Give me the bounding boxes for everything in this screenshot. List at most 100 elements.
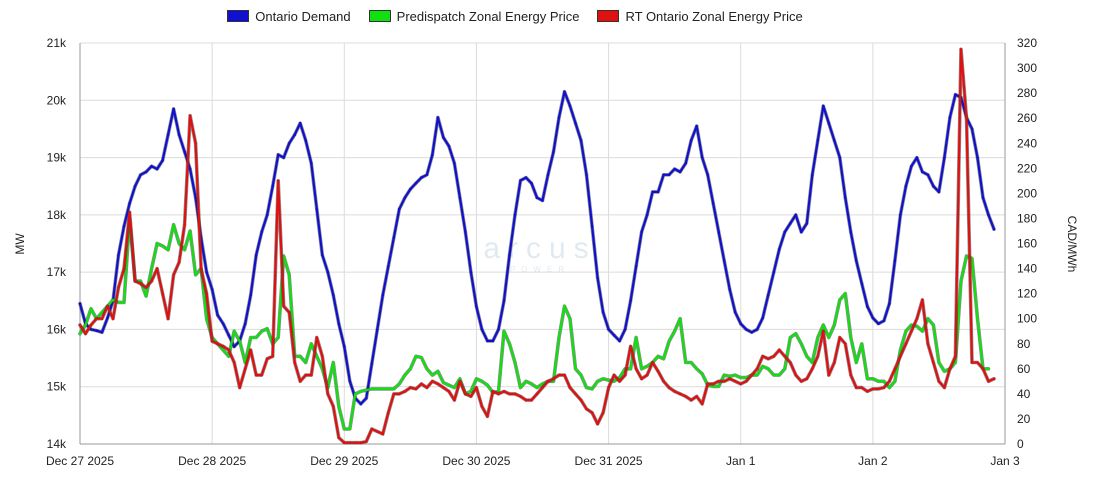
data-point bbox=[475, 305, 478, 308]
data-point bbox=[678, 392, 682, 396]
data-point bbox=[486, 339, 489, 343]
data-point bbox=[524, 398, 528, 402]
data-point bbox=[321, 253, 324, 257]
legend-item-rt-price[interactable]: RT Ontario Zonal Energy Price bbox=[597, 8, 803, 24]
series-1 bbox=[78, 216, 991, 431]
data-point bbox=[574, 392, 577, 396]
data-point bbox=[987, 380, 990, 383]
y-tick-right: 120 bbox=[1017, 287, 1037, 301]
data-point bbox=[629, 299, 632, 303]
data-point bbox=[387, 265, 390, 268]
axes: 14k 15k 16k 17k 18k 19k 20k 21k 0 20 40 60 80 100 120 1… bbox=[46, 36, 1037, 468]
data-point bbox=[932, 361, 935, 364]
data-point bbox=[805, 377, 809, 381]
data-point bbox=[844, 342, 847, 346]
data-point bbox=[310, 342, 313, 346]
data-point bbox=[122, 225, 126, 228]
data-point bbox=[95, 317, 98, 321]
data-point bbox=[254, 253, 258, 257]
data-point bbox=[921, 170, 924, 174]
data-point bbox=[585, 407, 588, 411]
y-tick-right: 300 bbox=[1017, 61, 1037, 75]
legend-item-predispatch-price[interactable]: Predispatch Zonal Energy Price bbox=[368, 8, 580, 24]
data-point bbox=[822, 323, 825, 327]
data-point bbox=[948, 367, 952, 371]
legend-label-predispatch: Predispatch Zonal Energy Price bbox=[396, 8, 580, 24]
data-point bbox=[458, 196, 462, 199]
data-point bbox=[535, 392, 539, 396]
data-point bbox=[519, 395, 522, 398]
data-point bbox=[475, 386, 478, 389]
data-point bbox=[926, 173, 930, 177]
data-point bbox=[376, 387, 379, 391]
data-point bbox=[893, 259, 897, 263]
data-point bbox=[310, 162, 313, 165]
data-point bbox=[805, 355, 809, 358]
legend-label-rt: RT Ontario Zonal Energy Price bbox=[625, 8, 803, 24]
data-point bbox=[216, 342, 219, 346]
data-point bbox=[860, 342, 864, 346]
data-point bbox=[453, 398, 456, 402]
data-point bbox=[607, 378, 610, 382]
data-point bbox=[794, 373, 798, 377]
data-point bbox=[744, 380, 748, 383]
data-point bbox=[607, 328, 610, 331]
data-point bbox=[508, 253, 511, 257]
series-line bbox=[78, 217, 990, 431]
y-tick-right: 260 bbox=[1017, 111, 1037, 125]
data-point bbox=[513, 392, 517, 396]
data-point bbox=[601, 377, 605, 381]
data-point bbox=[348, 427, 352, 431]
data-point bbox=[915, 156, 919, 159]
series-lines bbox=[78, 47, 996, 445]
data-point bbox=[420, 356, 423, 359]
data-point bbox=[298, 380, 302, 383]
data-point bbox=[491, 390, 495, 393]
data-point bbox=[122, 301, 126, 304]
data-point bbox=[662, 380, 665, 383]
data-point bbox=[755, 367, 759, 371]
data-point bbox=[403, 373, 407, 377]
data-point bbox=[733, 310, 737, 314]
data-point bbox=[161, 292, 164, 295]
data-point bbox=[508, 342, 511, 346]
data-point bbox=[260, 373, 264, 377]
data-point bbox=[442, 381, 445, 384]
x-tick-label: Dec 31 2025 bbox=[575, 454, 643, 468]
data-point bbox=[943, 386, 946, 389]
data-point bbox=[744, 328, 748, 331]
data-point bbox=[392, 236, 396, 240]
data-point bbox=[634, 265, 638, 268]
data-point bbox=[662, 173, 665, 177]
data-point bbox=[343, 441, 346, 445]
data-point bbox=[981, 196, 985, 199]
y-tick-right: 280 bbox=[1017, 86, 1037, 100]
data-point bbox=[243, 367, 247, 371]
data-point bbox=[205, 317, 208, 321]
data-point bbox=[811, 173, 814, 177]
data-point bbox=[772, 270, 776, 274]
data-point bbox=[287, 311, 291, 314]
data-point bbox=[502, 329, 506, 333]
data-point bbox=[860, 282, 864, 285]
data-point bbox=[684, 162, 687, 165]
data-point bbox=[904, 184, 908, 188]
data-point bbox=[260, 230, 264, 234]
data-point bbox=[877, 387, 880, 391]
data-point bbox=[634, 367, 638, 371]
data-point bbox=[464, 230, 467, 234]
data-point bbox=[387, 387, 390, 391]
data-point bbox=[552, 377, 555, 381]
legend-item-ontario-demand[interactable]: Ontario Demand bbox=[227, 9, 351, 24]
data-point bbox=[833, 139, 836, 142]
data-point bbox=[838, 298, 842, 302]
data-point bbox=[332, 361, 335, 364]
data-point bbox=[354, 441, 357, 445]
data-point bbox=[249, 293, 252, 297]
data-point bbox=[486, 383, 489, 387]
data-point bbox=[695, 367, 698, 371]
data-point bbox=[700, 372, 704, 376]
data-point bbox=[921, 329, 924, 333]
data-point bbox=[177, 261, 181, 264]
data-point bbox=[689, 361, 693, 364]
